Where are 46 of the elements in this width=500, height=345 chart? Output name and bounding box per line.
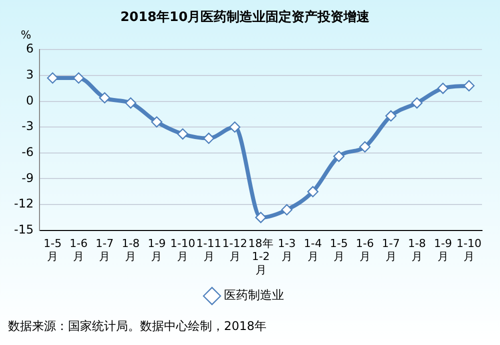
point (385, 110, 397, 122)
point (99, 92, 110, 104)
x-tick-label: 1-11月 (196, 236, 222, 264)
point (255, 212, 266, 224)
x-tick-label: 1-8月 (408, 236, 426, 264)
y-tick-label: -9 (22, 170, 34, 185)
x-tick-label: 18年1-2月 (248, 236, 274, 276)
x-tick-label: 1-9月 (148, 236, 166, 264)
x-tick-label: 1-6月 (356, 236, 374, 264)
point (73, 72, 84, 84)
x-tick-label: 1-12月 (222, 236, 248, 264)
x-tick-label: 1-10月 (170, 236, 196, 264)
y-tick-label: 3 (26, 68, 34, 82)
point (125, 97, 136, 109)
x-tick-label: 1-5月 (44, 236, 62, 264)
x-tick-label: 1-7月 (382, 236, 400, 264)
x-tick-label: 1-10月 (456, 236, 482, 264)
x-tick-label: 1-9月 (434, 236, 452, 264)
x-tick-label: 1-7月 (96, 236, 114, 264)
point (47, 72, 58, 84)
legend-label: 医药制造业 (224, 288, 284, 302)
y-tick-label: 6 (26, 42, 34, 56)
y-tick-label: -6 (22, 145, 34, 160)
y-tick-label: -15 (14, 222, 34, 237)
point (463, 80, 475, 92)
y-tick-label: -12 (14, 196, 34, 211)
y-tick-label: -3 (22, 119, 34, 134)
point (437, 82, 449, 94)
x-tick-label: 1-8月 (122, 236, 140, 264)
point (307, 186, 318, 198)
chart-title: 2018年10月医药制造业固定资产投资增速 (120, 9, 371, 26)
point (177, 128, 188, 140)
x-tick-label: 1-5月 (330, 236, 348, 264)
point (151, 116, 162, 128)
point (359, 141, 370, 152)
y-tick-label: 0 (26, 93, 34, 108)
x-tick-label: 1-3月 (278, 236, 296, 264)
x-tick-label: 1-6月 (70, 236, 88, 264)
point (411, 97, 423, 109)
point (333, 150, 344, 162)
y-axis-title: % (20, 28, 32, 42)
point (281, 204, 292, 216)
point (229, 121, 240, 133)
source-note: 数据来源：国家统计局。数据中心绘制，2018年 (8, 318, 267, 335)
point (203, 132, 214, 144)
x-tick-label: 1-4月 (304, 236, 322, 264)
